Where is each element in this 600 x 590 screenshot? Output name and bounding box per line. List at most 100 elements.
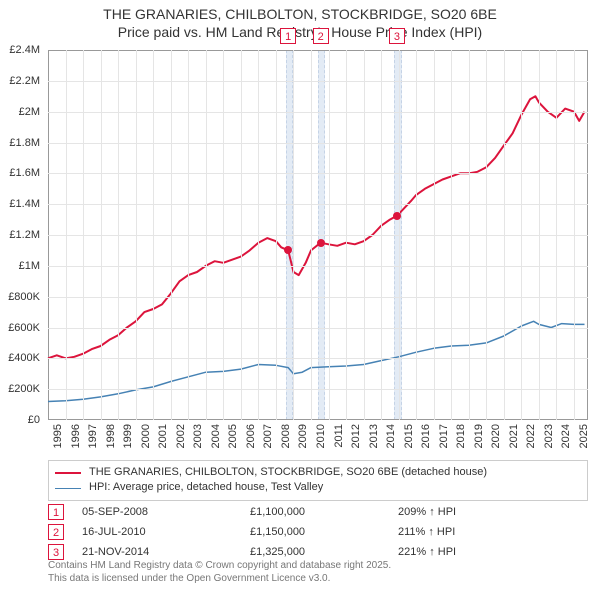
gridline-v (469, 50, 470, 420)
x-tick-label: 2016 (420, 424, 432, 448)
gridline-v (329, 50, 330, 420)
gridline-v (136, 50, 137, 420)
y-tick-label: £2.4M (0, 44, 40, 56)
x-tick-label: 2003 (192, 424, 204, 448)
gridline-v (66, 50, 67, 420)
price-chart: £0£200K£400K£600K£800K£1M£1.2M£1.4M£1.6M… (48, 50, 588, 420)
gridline-v (101, 50, 102, 420)
gridline-v (206, 50, 207, 420)
gridline-h (48, 389, 588, 390)
gridline-h (48, 358, 588, 359)
x-tick-label: 2025 (578, 424, 590, 448)
x-tick-label: 2006 (245, 424, 257, 448)
x-tick-label: 2010 (315, 424, 327, 448)
x-tick-label: 1995 (52, 424, 64, 448)
gridline-h (48, 143, 588, 144)
x-tick-label: 2018 (455, 424, 467, 448)
legend: THE GRANARIES, CHILBOLTON, STOCKBRIDGE, … (48, 460, 588, 501)
gridline-h (48, 266, 588, 267)
x-tick-label: 2011 (333, 424, 345, 448)
x-tick-label: 1996 (70, 424, 82, 448)
attribution-footer: Contains HM Land Registry data © Crown c… (48, 560, 588, 585)
gridline-v (311, 50, 312, 420)
x-tick-label: 2019 (473, 424, 485, 448)
gridline-v (416, 50, 417, 420)
legend-label: THE GRANARIES, CHILBOLTON, STOCKBRIDGE, … (89, 465, 487, 480)
gridline-v (434, 50, 435, 420)
y-tick-label: £2M (0, 106, 40, 118)
x-tick-label: 2002 (175, 424, 187, 448)
page-title-2: Price paid vs. HM Land Registry's House … (0, 24, 600, 42)
sale-hpi: 209% ↑ HPI (398, 506, 456, 518)
gridline-v (574, 50, 575, 420)
sale-point (284, 246, 292, 254)
sale-marker-ref: 3 (48, 544, 64, 560)
x-tick-label: 2021 (508, 424, 520, 448)
y-tick-label: £1.4M (0, 198, 40, 210)
gridline-v (399, 50, 400, 420)
gridline-h (48, 328, 588, 329)
x-tick-label: 1998 (105, 424, 117, 448)
y-tick-label: £1.8M (0, 137, 40, 149)
sale-point (393, 212, 401, 220)
x-tick-label: 2013 (368, 424, 380, 448)
x-tick-label: 2022 (525, 424, 537, 448)
x-tick-label: 2023 (543, 424, 555, 448)
x-tick-label: 2000 (140, 424, 152, 448)
sale-hpi: 211% ↑ HPI (398, 526, 455, 538)
sale-date: 05-SEP-2008 (82, 506, 232, 518)
gridline-v (556, 50, 557, 420)
gridline-v (486, 50, 487, 420)
page-title-1: THE GRANARIES, CHILBOLTON, STOCKBRIDGE, … (0, 6, 600, 24)
footer-line-1: Contains HM Land Registry data © Crown c… (48, 560, 588, 573)
x-tick-label: 2005 (227, 424, 239, 448)
x-tick-label: 2001 (157, 424, 169, 448)
y-tick-label: £600K (0, 322, 40, 334)
x-tick-label: 2024 (560, 424, 572, 448)
sale-marker: 3 (389, 28, 405, 44)
gridline-v (118, 50, 119, 420)
gridline-h (48, 173, 588, 174)
sale-marker: 1 (280, 28, 296, 44)
gridline-v (223, 50, 224, 420)
gridline-v (83, 50, 84, 420)
gridline-h (48, 235, 588, 236)
gridline-v (188, 50, 189, 420)
gridline-v (539, 50, 540, 420)
sale-marker: 2 (313, 28, 329, 44)
gridline-v (241, 50, 242, 420)
x-tick-label: 2004 (210, 424, 222, 448)
x-tick-label: 2008 (280, 424, 292, 448)
legend-row: HPI: Average price, detached house, Test… (55, 480, 581, 495)
y-tick-label: £200K (0, 383, 40, 395)
gridline-v (153, 50, 154, 420)
legend-row: THE GRANARIES, CHILBOLTON, STOCKBRIDGE, … (55, 465, 581, 480)
sale-date: 21-NOV-2014 (82, 546, 232, 558)
y-tick-label: £1.2M (0, 229, 40, 241)
x-tick-label: 2009 (297, 424, 309, 448)
gridline-v (364, 50, 365, 420)
gridline-h (48, 204, 588, 205)
gridline-h (48, 297, 588, 298)
x-tick-label: 2020 (490, 424, 502, 448)
y-tick-label: £400K (0, 352, 40, 364)
x-tick-label: 1999 (122, 424, 134, 448)
gridline-v (276, 50, 277, 420)
legend-swatch (55, 488, 81, 489)
y-tick-label: £2.2M (0, 75, 40, 87)
sale-date: 16-JUL-2010 (82, 526, 232, 538)
sale-hpi: 221% ↑ HPI (398, 546, 456, 558)
x-tick-label: 2012 (350, 424, 362, 448)
gridline-v (381, 50, 382, 420)
sales-row: 105-SEP-2008£1,100,000209% ↑ HPI (48, 502, 588, 522)
y-tick-label: £1M (0, 260, 40, 272)
sales-row: 216-JUL-2010£1,150,000211% ↑ HPI (48, 522, 588, 542)
y-tick-label: £1.6M (0, 167, 40, 179)
gridline-h (48, 112, 588, 113)
legend-swatch (55, 472, 81, 474)
sale-price: £1,325,000 (250, 546, 380, 558)
legend-label: HPI: Average price, detached house, Test… (89, 480, 323, 495)
gridline-v (451, 50, 452, 420)
gridline-v (521, 50, 522, 420)
gridline-v (346, 50, 347, 420)
